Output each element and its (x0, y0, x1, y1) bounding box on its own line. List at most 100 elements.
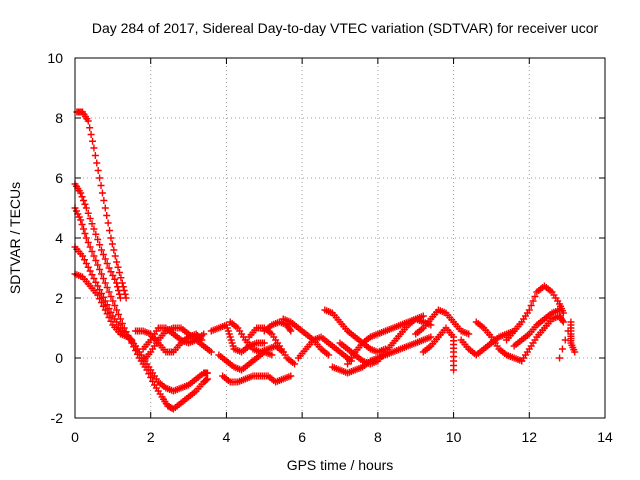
data-point (99, 302, 107, 310)
data-point (113, 279, 121, 287)
data-point (86, 243, 94, 251)
x-tick-label: 6 (298, 429, 306, 445)
data-point (77, 216, 85, 224)
data-point (81, 200, 89, 208)
data-point (427, 333, 435, 341)
series-arc-8 (139, 324, 215, 365)
data-point (96, 266, 104, 273)
data-point (96, 295, 104, 303)
data-point (529, 297, 537, 305)
data-point (96, 174, 104, 182)
data-point (98, 290, 105, 297)
data-point (260, 339, 268, 347)
y-tick-label: 10 (47, 50, 63, 66)
data-point (145, 370, 153, 378)
data-point (287, 372, 295, 380)
data-point (82, 234, 90, 242)
data-point (111, 252, 119, 260)
series-arc-24 (472, 318, 526, 365)
data-points (71, 108, 579, 413)
y-tick-label: -2 (51, 410, 64, 426)
data-point (101, 255, 109, 263)
data-point (93, 159, 101, 167)
data-point (559, 318, 567, 326)
data-point (78, 193, 86, 201)
data-point (96, 241, 104, 249)
data-point (108, 240, 116, 248)
data-point (103, 301, 111, 309)
x-tick-label: 0 (71, 429, 79, 445)
data-point (561, 336, 569, 344)
data-point (111, 302, 119, 309)
data-point (287, 327, 295, 335)
series-arc-22 (419, 324, 458, 374)
data-point (105, 305, 113, 312)
data-point (559, 309, 567, 317)
data-point (101, 297, 109, 305)
data-point (105, 264, 113, 272)
data-point (90, 144, 98, 152)
data-point (80, 225, 88, 233)
data-point (86, 267, 94, 275)
series-arc-5 (71, 270, 136, 344)
data-point (427, 321, 435, 329)
data-point (94, 291, 102, 299)
series-arc-28 (556, 318, 579, 362)
data-point (98, 270, 105, 278)
data-point (291, 360, 299, 368)
y-tick-labels: -2 0 2 4 6 8 10 (47, 50, 63, 426)
data-point (114, 263, 122, 271)
data-point (103, 212, 111, 219)
series-arc-21 (412, 306, 473, 338)
data-point (115, 269, 123, 276)
data-point (80, 197, 88, 204)
data-point (92, 230, 100, 238)
data-point (113, 258, 121, 266)
data-point (450, 366, 458, 374)
data-point (109, 272, 117, 279)
data-point (104, 219, 112, 227)
data-point (84, 209, 92, 217)
data-point (90, 225, 98, 233)
data-point (78, 221, 86, 228)
x-tick-labels: 0 2 4 6 8 10 12 14 (71, 429, 613, 445)
data-point (84, 239, 92, 246)
series-arc-11 (219, 372, 295, 386)
data-point (99, 251, 107, 258)
data-point (94, 236, 102, 243)
data-point (77, 189, 85, 197)
data-point (200, 330, 208, 338)
series-arc-4 (71, 243, 211, 395)
data-point (465, 330, 473, 338)
series-arc-25 (503, 282, 567, 344)
data-point (91, 152, 99, 159)
data-point (115, 290, 123, 298)
data-point (531, 293, 539, 300)
chart-title: Day 284 of 2017, Sidereal Day-to-day VTE… (92, 20, 599, 36)
y-tick-label: 2 (55, 290, 63, 306)
data-point (101, 279, 109, 287)
data-point (88, 248, 96, 255)
series-arc-12 (226, 318, 287, 356)
data-point (149, 377, 157, 385)
data-point (103, 310, 111, 318)
data-point (527, 302, 535, 309)
data-point (571, 348, 579, 356)
data-point (111, 275, 119, 283)
series-arc-1 (73, 108, 130, 302)
data-point (82, 204, 90, 212)
data-point (107, 317, 115, 325)
data-point (113, 306, 121, 314)
data-point (103, 284, 111, 291)
y-tick-label: 4 (55, 230, 63, 246)
data-point (525, 306, 533, 314)
data-point (268, 351, 276, 359)
data-point (107, 234, 115, 242)
data-point (86, 215, 94, 222)
data-point (556, 354, 564, 362)
x-tick-label: 10 (446, 429, 462, 445)
plot-frame (74, 57, 606, 419)
data-point (90, 252, 98, 260)
data-point (286, 326, 294, 333)
data-point (168, 404, 176, 412)
